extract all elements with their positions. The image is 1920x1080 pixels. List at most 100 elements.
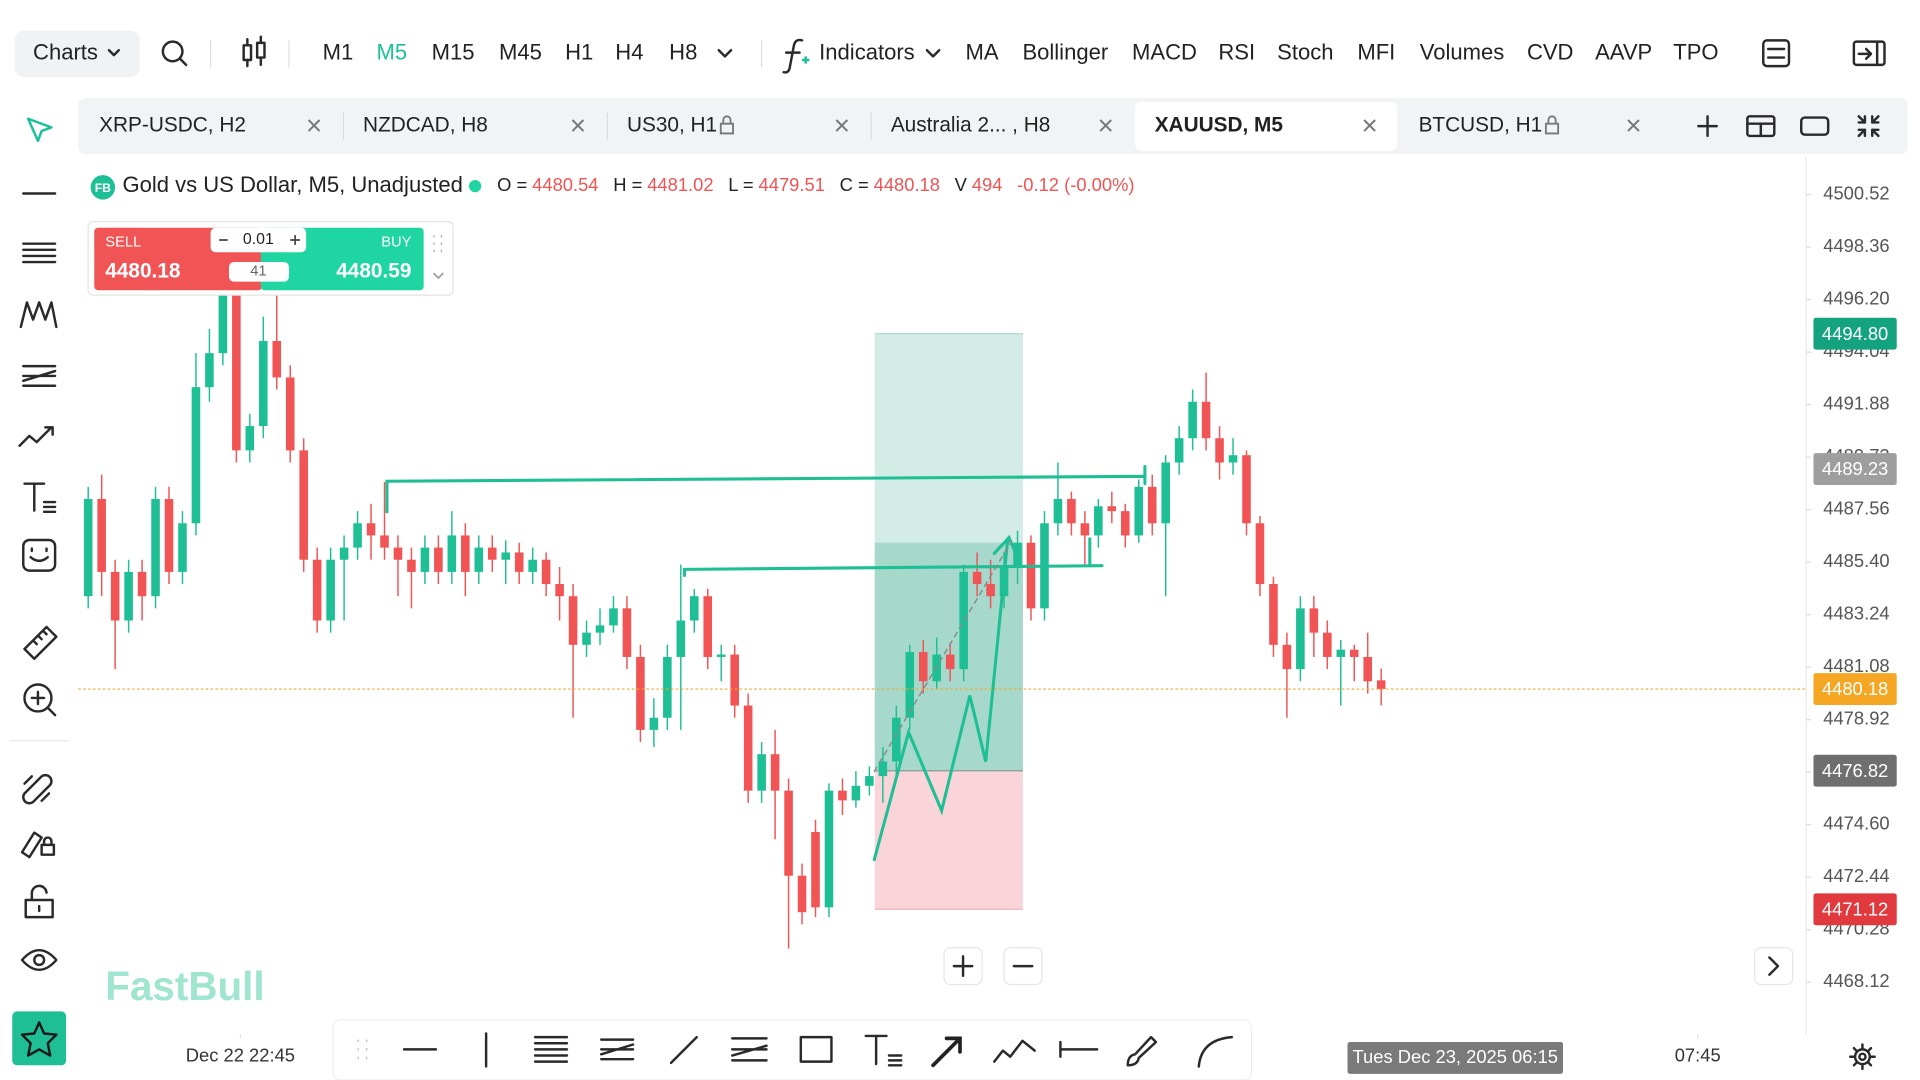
fib-tool[interactable] [533, 1035, 569, 1063]
fullscreen-icon[interactable] [1857, 115, 1880, 138]
settings-icon[interactable] [1848, 1043, 1876, 1071]
indicator[interactable]: CVD [1527, 40, 1574, 65]
more-timeframes[interactable] [717, 48, 733, 58]
candle-body [784, 790, 793, 876]
search-icon[interactable] [161, 40, 188, 67]
timeframe[interactable]: M1 [323, 40, 354, 65]
price-badge-label: 4476.82 [1822, 760, 1888, 781]
ohlc-value: 494 [972, 174, 1003, 195]
tab[interactable]: BTCUSD, H1 [1419, 114, 1543, 137]
timeframe[interactable]: M5 [377, 40, 408, 65]
indicator[interactable]: Bollinger [1022, 40, 1108, 65]
chart-type-icon[interactable] [242, 35, 266, 68]
fib-tool[interactable] [22, 242, 57, 264]
candle-body [757, 754, 766, 791]
lot-stepper[interactable] [219, 235, 300, 245]
plus-icon [952, 955, 974, 978]
indicators-icon[interactable] [782, 38, 810, 74]
timeframe[interactable]: H1 [565, 40, 593, 65]
tab[interactable]: XRP-USDC, H2 [99, 114, 246, 137]
ohlc-key: H = [613, 174, 642, 195]
trade-expand[interactable] [432, 272, 444, 280]
path-tool[interactable] [993, 1039, 1036, 1063]
drag-handle[interactable] [433, 235, 443, 253]
close-tab[interactable] [307, 119, 321, 132]
zigzag-arrow[interactable] [872, 534, 1018, 862]
pattern-tool[interactable] [19, 301, 58, 329]
stop-loss-zone[interactable] [874, 770, 1023, 910]
timeframe[interactable]: M45 [499, 40, 542, 65]
symbol-title: Gold vs US Dollar, M5, Unadjusted [122, 172, 462, 197]
text-tool[interactable] [864, 1034, 903, 1067]
timeframe[interactable]: H4 [615, 40, 643, 65]
visibility-tool[interactable] [20, 948, 58, 972]
collapse-icon[interactable] [1852, 40, 1886, 67]
tab[interactable]: XAUUSD, M5 [1155, 114, 1283, 137]
cursor-tool[interactable] [26, 117, 53, 143]
close-tab[interactable] [1627, 119, 1640, 132]
indicator[interactable]: Stoch [1277, 40, 1333, 65]
indicator[interactable]: MA [966, 40, 999, 65]
single-icon[interactable] [1800, 116, 1830, 136]
timeframe[interactable]: M15 [432, 40, 475, 65]
tab[interactable]: US30, H1 [627, 114, 717, 137]
add-tab[interactable] [1697, 115, 1718, 138]
candle-body [124, 571, 133, 621]
candle-body [595, 625, 605, 633]
lot-box[interactable] [210, 227, 307, 253]
lock-icon [719, 115, 734, 135]
close-tab[interactable] [835, 119, 849, 132]
indicator[interactable]: MFI [1357, 40, 1395, 65]
indicator[interactable]: AAVP [1595, 40, 1652, 65]
indicator[interactable]: RSI [1218, 40, 1255, 65]
close-tab[interactable] [1363, 119, 1376, 132]
arrow-tool[interactable] [931, 1036, 962, 1068]
trend-tool[interactable] [18, 426, 54, 447]
split-icon[interactable] [1746, 115, 1776, 138]
emoji-tool[interactable] [22, 538, 57, 572]
pitchfork-tool[interactable] [731, 1037, 768, 1062]
price-badge-label: 4489.23 [1822, 458, 1888, 479]
zoom-tool[interactable] [23, 683, 57, 717]
indicator[interactable]: MACD [1132, 40, 1197, 65]
magnet-tool[interactable] [22, 773, 53, 805]
trade-widget: SELL 4480.18 BUY 4480.59 0.01 41 [87, 221, 454, 296]
channel-tool[interactable] [600, 1038, 635, 1061]
scroll-right[interactable] [1754, 947, 1794, 986]
grip[interactable] [357, 1039, 368, 1060]
tab-bar [78, 97, 1908, 155]
rect-tool[interactable] [799, 1035, 833, 1063]
charts-button[interactable] [14, 30, 140, 78]
tab[interactable]: NZDCAD, H8 [363, 114, 488, 137]
horizontal-ray[interactable] [682, 537, 1104, 578]
tab[interactable]: Australia 2... , H8 [891, 114, 1051, 137]
timeframe[interactable]: H8 [669, 40, 697, 65]
brush-tool[interactable] [1126, 1035, 1158, 1067]
candle-body [541, 559, 551, 585]
ray-tool[interactable] [1059, 1040, 1099, 1058]
arc-tool[interactable] [1197, 1035, 1234, 1068]
lock-tool[interactable] [24, 884, 54, 919]
ruler-tool[interactable] [23, 625, 58, 660]
candle-body [353, 523, 362, 548]
lock-drawing-tool[interactable] [20, 831, 56, 859]
horizontal-ray[interactable] [385, 465, 1147, 514]
trendline-tool[interactable] [669, 1035, 698, 1065]
indicator[interactable]: TPO [1673, 40, 1718, 65]
left-sidebar [9, 117, 69, 1066]
indicator[interactable]: Volumes [1420, 40, 1504, 65]
close-tab[interactable] [571, 119, 585, 132]
close-tab[interactable] [1099, 119, 1112, 132]
candles [83, 268, 1386, 949]
channel-tool[interactable] [22, 364, 57, 387]
charts-label: Charts [33, 40, 98, 65]
candle-body [1067, 498, 1076, 524]
candle-body [1349, 649, 1359, 657]
ohlc-key: O = [497, 174, 527, 195]
indicators-button[interactable]: Indicators [819, 40, 915, 65]
favorites-button[interactable] [12, 1011, 67, 1066]
candle-body [1080, 523, 1090, 536]
price-badge [1813, 893, 1897, 926]
text-tool[interactable] [23, 482, 57, 514]
layout-icon[interactable] [1762, 39, 1791, 68]
